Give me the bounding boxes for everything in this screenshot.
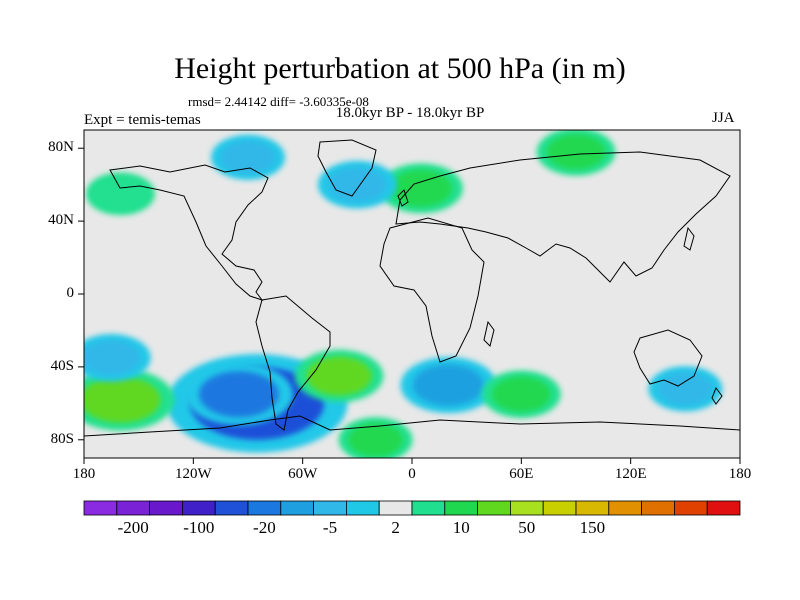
colorbar-bin: [345, 500, 380, 516]
colorbar-bin: [674, 500, 708, 516]
colorbar-bin: [575, 500, 610, 516]
anomaly-north-atlantic-low: [328, 167, 387, 203]
colorbar-bin: [247, 500, 282, 516]
colorbar-label: -5: [322, 518, 338, 537]
colorbar-bin: [313, 500, 347, 516]
colorbar-label: -200: [117, 518, 149, 537]
stats-text: rmsd= 2.44142 diff= -3.60335e-08: [188, 94, 369, 109]
coast-africa: [379, 217, 485, 363]
colorbar-bin: [509, 500, 544, 516]
colorbar-label: 2: [391, 518, 400, 537]
colorbar-bin: [411, 500, 446, 516]
anomaly-south-pacific-low: [84, 340, 141, 376]
colorbar-bin: [641, 500, 675, 516]
coast-madagascar: [483, 320, 495, 347]
coast-new-zealand: [711, 386, 723, 405]
season-label: JJA: [712, 110, 735, 126]
period-text: 18.0kyr BP - 18.0kyr BP: [335, 105, 485, 121]
coast-antarctica: [84, 415, 740, 437]
x-tick-label: 0: [408, 466, 416, 482]
anomaly-antarctic-high: [348, 423, 403, 457]
colorbar-bin: [116, 500, 151, 516]
y-tick-label: 80N: [48, 139, 74, 156]
colorbar-bin: [214, 500, 249, 516]
colorbar: [83, 500, 741, 516]
colorbar-bin: [378, 500, 413, 516]
colorbar-bin: [477, 500, 511, 516]
x-tick-label: 180: [72, 466, 96, 482]
coast-south-america: [255, 295, 331, 431]
coast-australia: [633, 329, 703, 387]
coast-british-isles: [397, 189, 409, 207]
x-tick-label: 120E: [614, 466, 647, 482]
coast-japan: [683, 226, 695, 251]
anomaly-south-atlantic-east-low: [412, 364, 484, 406]
colorbar-label: 10: [452, 518, 470, 537]
colorbar-label: -100: [183, 518, 215, 537]
colorbar-bin: [706, 500, 741, 516]
y-tick-label: 40N: [48, 212, 74, 229]
colorbar-bin: [542, 500, 577, 516]
colorbar-bin: [181, 500, 216, 516]
coast-greenland: [317, 139, 377, 197]
y-tick-label: 0: [66, 285, 75, 301]
colorbar-bin: [608, 500, 642, 516]
anomaly-south-pacific-west-high: [84, 376, 161, 423]
colorbar-label: 50: [518, 518, 536, 537]
colorbar-bin: [444, 500, 478, 516]
x-tick-label: 60E: [509, 466, 534, 482]
map-title: Height perturbation at 500 hPa (in m): [174, 52, 626, 85]
coastlines: [84, 139, 740, 437]
colorbar-bin: [83, 500, 118, 516]
x-tick-label: 120W: [174, 466, 212, 482]
anomaly-indian-ocean-high: [492, 376, 551, 412]
x-tick-label: 180: [728, 466, 752, 482]
coast-eurasia: [395, 151, 731, 283]
y-tick-label: 80S: [50, 430, 74, 447]
colorbar-bin: [149, 500, 183, 516]
anomaly-siberia-high: [546, 134, 606, 170]
anomaly-south-atlantic-west-high: [306, 356, 372, 396]
colorbar-bin: [280, 500, 314, 516]
anomaly-north-pacific-high: [94, 177, 147, 210]
anomaly-south-pacific-east-low-outer: [198, 371, 279, 418]
axis-ticks: [78, 147, 741, 464]
experiment-label: Expt = temis-temas: [84, 112, 201, 128]
colorbar-label: -20: [253, 518, 276, 537]
coast-north-america: [109, 164, 269, 301]
x-tick-label: 60W: [288, 466, 318, 482]
anomaly-arctic-low: [220, 140, 276, 175]
anomaly-australia-low: [657, 372, 713, 406]
colorbar-label: 150: [579, 518, 606, 537]
y-tick-label: 40S: [50, 357, 74, 374]
anomaly-europe-high: [390, 169, 453, 207]
